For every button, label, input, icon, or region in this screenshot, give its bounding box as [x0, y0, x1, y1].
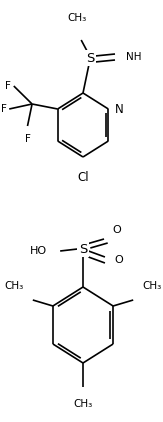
Text: NH: NH — [126, 52, 141, 62]
Text: CH₃: CH₃ — [73, 399, 93, 409]
Text: N: N — [115, 103, 124, 116]
Text: F: F — [25, 134, 30, 144]
Text: F: F — [1, 104, 7, 114]
Text: S: S — [79, 243, 87, 255]
Text: Cl: Cl — [77, 171, 89, 184]
Text: HO: HO — [30, 246, 47, 256]
Text: CH₃: CH₃ — [67, 13, 86, 23]
Text: O: O — [114, 255, 123, 265]
Text: F: F — [5, 81, 11, 91]
Text: O: O — [112, 225, 121, 235]
Text: S: S — [86, 51, 95, 65]
Text: CH₃: CH₃ — [142, 281, 162, 291]
Text: CH₃: CH₃ — [4, 281, 24, 291]
